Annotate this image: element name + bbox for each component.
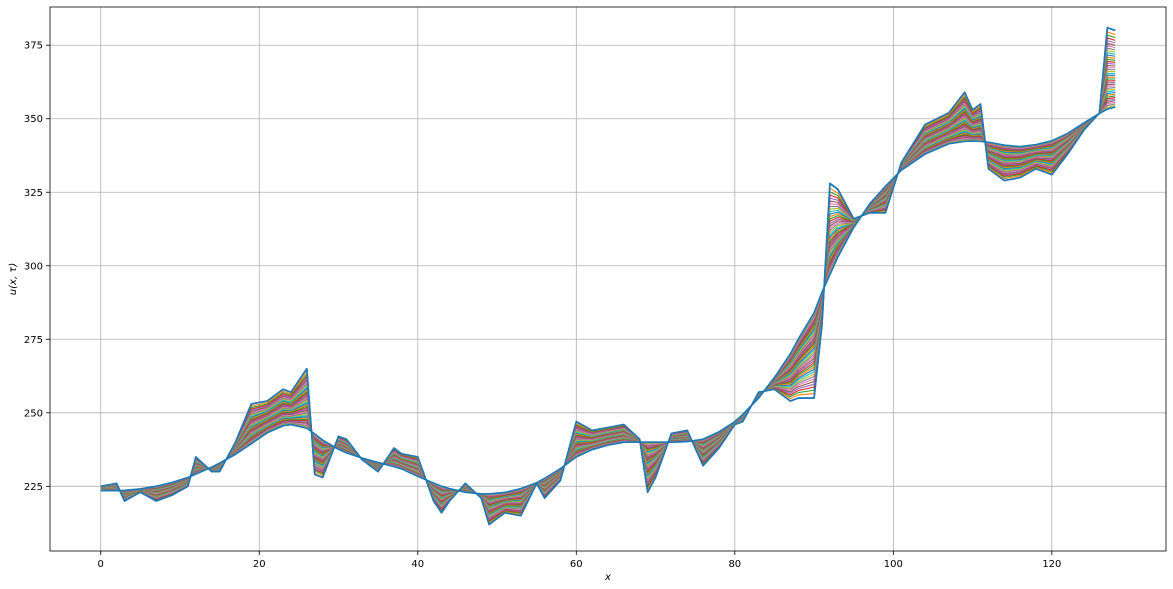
- final-profile-line: [100, 106, 1116, 495]
- x-tick-label: 100: [884, 559, 903, 570]
- series-line-3: [100, 37, 1116, 522]
- x-tick-label: 40: [411, 559, 424, 570]
- series-lines: [100, 26, 1116, 526]
- y-axis-label: u(x, τ): [8, 263, 19, 295]
- x-tick-label: 120: [1042, 559, 1061, 570]
- y-tick-label: 300: [24, 261, 43, 272]
- series-line-1: [100, 31, 1116, 524]
- x-tick-label: 20: [253, 559, 266, 570]
- y-tick-label: 225: [24, 482, 43, 493]
- series-line-5: [100, 42, 1116, 520]
- x-tick-label: 0: [98, 559, 104, 570]
- y-tick-label: 325: [24, 188, 43, 199]
- plot-area-background: [50, 7, 1166, 551]
- axis-ticks: 0 20 40 60 80 100 120 225 250 275 300 325 350 375: [24, 41, 1062, 570]
- y-tick-label: 275: [24, 335, 43, 346]
- x-axis-label: x: [604, 572, 611, 583]
- x-tick-label: 80: [728, 559, 741, 570]
- grid-lines: [50, 7, 1166, 551]
- initial-profile-line: [100, 26, 1116, 526]
- y-tick-label: 250: [24, 408, 43, 419]
- x-tick-label: 60: [570, 559, 583, 570]
- series-line-2: [100, 34, 1116, 523]
- plot-area-frame: [49, 6, 1167, 552]
- series-line-4: [100, 40, 1116, 521]
- y-tick-label: 375: [24, 41, 43, 52]
- y-tick-label: 350: [24, 114, 43, 125]
